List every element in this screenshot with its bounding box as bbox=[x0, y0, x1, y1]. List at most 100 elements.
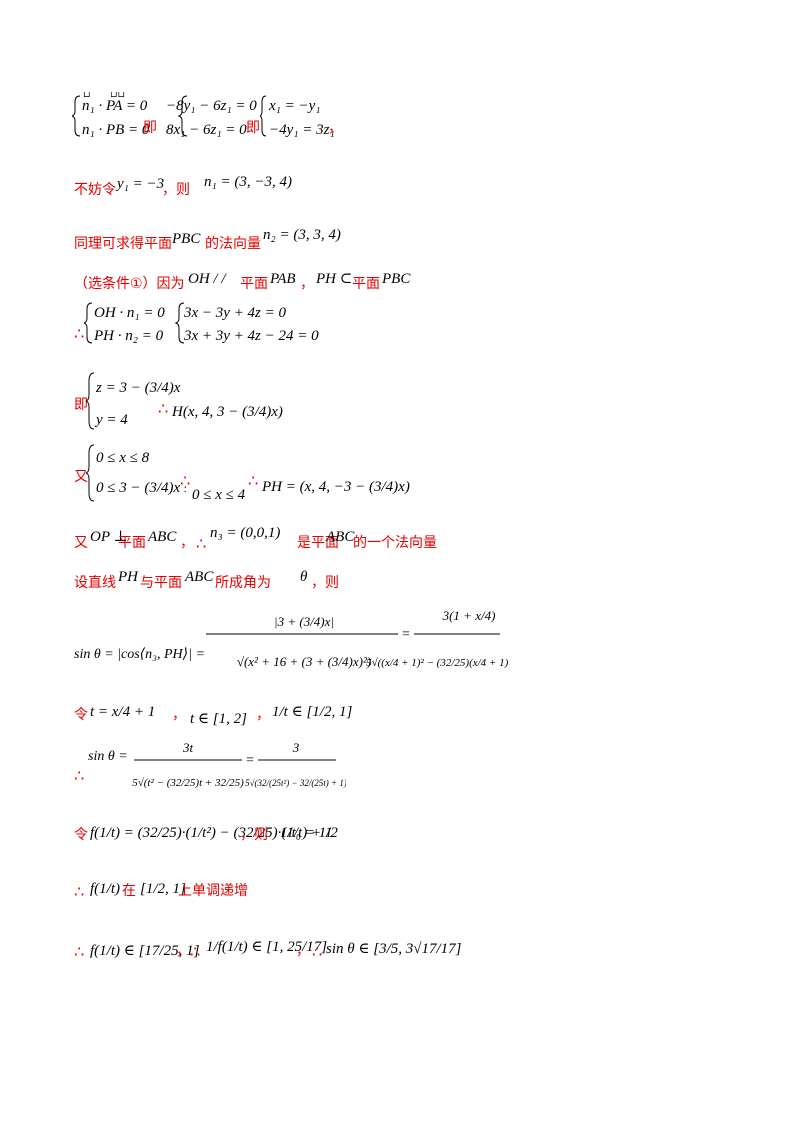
yupingmian: 与平面 bbox=[140, 575, 182, 591]
t0-value: 1/t₀ = 1/2 bbox=[280, 825, 338, 841]
shi-pingmian: 是平面 bbox=[297, 535, 339, 551]
f-definition: f(1/t) = (32/25)·(1/t²) − (32/25)·(1/t) … bbox=[90, 825, 333, 841]
svg-text:⊔: ⊔ bbox=[83, 92, 91, 99]
theta: θ bbox=[300, 569, 308, 585]
sin-num1: |3 + (3/4)x| bbox=[274, 614, 334, 629]
range-x: 0 ≤ x ≤ 4 bbox=[192, 487, 246, 503]
plane-pbc-2: PBC bbox=[382, 271, 411, 287]
sin-t-num1: 3t bbox=[182, 740, 194, 755]
sin-t-svg: sin θ = 3t 5√(t² − (32/25)t + 32/25) = 3… bbox=[88, 740, 346, 789]
f-range: f(1/t) ∈ [17/25, 1] bbox=[90, 943, 200, 959]
eq-ph-n2: PH · n₂ = 0 bbox=[93, 328, 164, 344]
condition-label: （选条件①）因为 bbox=[74, 276, 185, 292]
system3-svg: z = 3 − (3/4)x y = 4 bbox=[86, 372, 181, 430]
therefore-2: ∴ bbox=[158, 399, 169, 418]
sin-t-lhs: sin θ = bbox=[88, 749, 128, 764]
vector-ph: PH = (x, 4, −3 − (3/4)x) bbox=[262, 479, 410, 495]
t-range: t ∈ [1, 2] bbox=[190, 711, 247, 727]
sin-num2: 3(1 + x/4) bbox=[442, 608, 496, 623]
therefore-9: ∴ bbox=[190, 942, 201, 961]
eq-n1-pa: n₁ · PA = 0 bbox=[82, 98, 148, 114]
sin-eq: = bbox=[402, 627, 410, 642]
therefore-10: ∴ bbox=[312, 942, 323, 961]
sin-t-den1: 5√(t² − (32/25)t + 32/25) bbox=[132, 777, 244, 789]
faxiangliang-text: 的法向量 bbox=[205, 236, 261, 252]
sin-lhs: sin θ = |cos⟨n₃, PH⟩| = bbox=[74, 647, 205, 662]
ji-label-3: 即 bbox=[74, 397, 88, 413]
ze-2: ，则 bbox=[311, 575, 339, 591]
point-h: H(x, 4, 3 − (3/4)x) bbox=[172, 404, 283, 420]
trailing-comma-1: ， bbox=[328, 120, 342, 136]
ling-label-2: 令 bbox=[74, 827, 88, 843]
plane-abc-3: ABC bbox=[185, 569, 214, 585]
eq-3x-minus: 3x − 3y + 4z = 0 bbox=[183, 305, 287, 321]
you-label-2: 又 bbox=[74, 535, 88, 551]
sin-formula-svg: sin θ = |cos⟨n₃, PH⟩| = |3 + (3/4)x| √(x… bbox=[74, 608, 512, 669]
you-label-1: 又 bbox=[74, 469, 88, 485]
ze-label: ，则 bbox=[162, 182, 190, 198]
plane-prefix-3: 平面 bbox=[118, 535, 146, 551]
eq-8x: 8x₁ − 6z₁ = 0 bbox=[166, 122, 247, 138]
sin-t-den2: 5√(32/(25t²) − 32/(25t) + 1) bbox=[245, 778, 346, 788]
comma-t2: ， bbox=[256, 707, 270, 723]
svg-text:⊔⊔: ⊔⊔ bbox=[110, 92, 125, 99]
therefore-5: ∴ bbox=[196, 534, 207, 553]
dandiao-text: 上单调递增 bbox=[178, 883, 248, 899]
ling-label-1: 令 bbox=[74, 707, 88, 723]
n3-vector: n₃ = (0,0,1) bbox=[210, 525, 281, 541]
eq-minus4y: −4y₁ = 3z₁ bbox=[269, 122, 335, 138]
sin-den1: √(x² + 16 + (3 + (3/4)x)²) bbox=[237, 654, 371, 669]
mono-interval: [1/2, 1] bbox=[140, 881, 186, 897]
therefore-4: ∴ bbox=[248, 471, 259, 490]
line-ph: PH bbox=[118, 569, 138, 585]
sin-range: sin θ ∈ [3/5, 3√17/17] bbox=[326, 941, 462, 957]
therefore-6: ∴ bbox=[74, 766, 85, 785]
sin-t-eq: = bbox=[246, 753, 254, 768]
system-eq-brace-2: −8y₁ − 6z₁ = 0 8x₁ − 6z₁ = 0 bbox=[166, 98, 257, 138]
inv-t-range: 1/t ∈ [1/2, 1] bbox=[272, 704, 353, 720]
eq-y4: y = 4 bbox=[94, 412, 128, 428]
eq-oh-n1: OH · n₁ = 0 bbox=[94, 305, 165, 321]
therefore-7: ∴ bbox=[74, 882, 85, 901]
system-n1-brace-group: n₁ · PA = 0 n₁ · PB = 0 ⊔ ⊔⊔ bbox=[72, 92, 188, 138]
inv-f-range: 1/f(1/t) ∈ [1, 25/17] bbox=[206, 939, 328, 955]
system-eq-brace-3: x₁ = −y₁ −4y₁ = 3z₁ bbox=[260, 95, 335, 138]
eq-3x-plus: 3x + 3y + 4z − 24 = 0 bbox=[183, 328, 319, 344]
sin-t-num2: 3 bbox=[292, 740, 300, 755]
t-definition: t = x/4 + 1 bbox=[90, 704, 156, 720]
plane-prefix-1: 平面 bbox=[240, 276, 268, 292]
plane-pab: PAB bbox=[270, 271, 296, 287]
op-perp: OP ⊥ bbox=[90, 529, 128, 545]
therefore-3: ∴ bbox=[180, 471, 191, 490]
plane-prefix-2: 平面 bbox=[352, 276, 380, 292]
system4-svg: 0 ≤ x ≤ 8 0 ≤ 3 − (3/4)x ≤ 6 bbox=[86, 444, 186, 502]
eq-z: z = 3 − (3/4)x bbox=[95, 380, 181, 396]
f-of-inv-t: f(1/t) bbox=[90, 881, 120, 897]
eq-minus8y: −8y₁ − 6z₁ = 0 bbox=[166, 98, 257, 114]
plane-abc-2: ABC bbox=[326, 529, 355, 545]
comma-cond: ， bbox=[300, 276, 314, 292]
suochengjiao: 所成角为 bbox=[215, 575, 271, 591]
comma-t1: ， bbox=[172, 707, 186, 723]
plane-pbc: PBC bbox=[172, 231, 201, 247]
therefore-8: ∴ bbox=[74, 942, 85, 961]
y1-condition: y₁ = −3 bbox=[117, 176, 165, 192]
n2-vector: n₂ = (3, 3, 4) bbox=[263, 227, 341, 243]
shezhixian: 设直线 bbox=[74, 575, 116, 591]
ph-subset: PH ⊂ bbox=[316, 271, 353, 287]
sin-den2: 5√((x/4 + 1)² − (32/25)(x/4 + 1) + 32/50… bbox=[366, 657, 512, 669]
therefore-1: ∴ bbox=[74, 324, 85, 343]
normal-vector-suffix: 的一个法向量 bbox=[353, 535, 437, 551]
n1-result: n₁ = (3, −3, 4) bbox=[204, 174, 292, 190]
ji-label-1: 即 bbox=[143, 120, 157, 136]
eq-3-minus: 0 ≤ 3 − (3/4)x ≤ 6 bbox=[96, 480, 186, 496]
system2-svg: OH · n₁ = 0 PH · n₂ = 0 3x − 3y + 4z = 0… bbox=[84, 302, 319, 344]
eq-x1: x₁ = −y₁ bbox=[268, 98, 321, 114]
bufangling-label: 不妨令 bbox=[74, 182, 116, 198]
plane-abc: ABC bbox=[148, 529, 177, 545]
tongli-text: 同理可求得平面 bbox=[74, 236, 172, 252]
eq-x-le8: 0 ≤ x ≤ 8 bbox=[96, 450, 150, 466]
ze-3: ，则 bbox=[240, 827, 268, 843]
ji-label-2: 即 bbox=[246, 120, 260, 136]
zai-label: 在 bbox=[122, 883, 136, 899]
